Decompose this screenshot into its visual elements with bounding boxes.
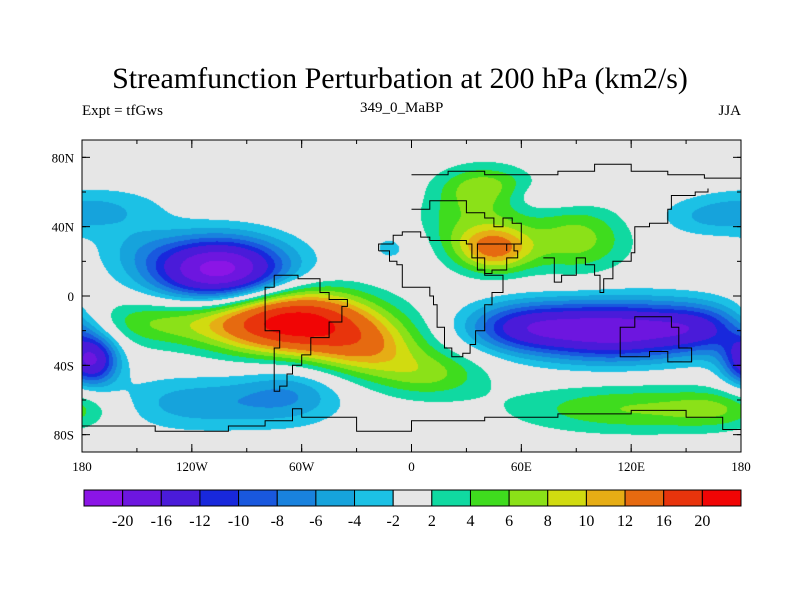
x-tick-label: 60W xyxy=(289,459,315,474)
experiment-label: Expt = tfGws xyxy=(82,103,163,119)
colorbar-box xyxy=(276,489,317,507)
colorbar-label: 12 xyxy=(617,513,633,530)
coastlines xyxy=(82,163,742,435)
colorbar-label: 4 xyxy=(466,513,474,530)
colorbar-label: -12 xyxy=(189,513,210,530)
colorbar-label: 16 xyxy=(656,513,672,530)
chart-title: Streamfunction Perturbation at 200 hPa (… xyxy=(112,62,688,95)
colorbar-box xyxy=(238,489,278,507)
colorbar-label: -10 xyxy=(228,513,249,530)
colorbar-label: 20 xyxy=(694,513,710,530)
colorbar-box xyxy=(585,489,626,507)
x-tick-label: 60E xyxy=(511,459,532,474)
coastline-5 xyxy=(543,188,709,293)
colorbar-box xyxy=(431,489,471,507)
colorbar-box xyxy=(199,489,240,507)
x-tick-label: 120W xyxy=(176,459,209,474)
y-tick-label: 0 xyxy=(68,289,75,304)
coastline-4 xyxy=(411,200,522,251)
coastline-7 xyxy=(82,408,742,435)
colorbar-box xyxy=(83,489,124,507)
colorbar-box xyxy=(547,489,587,507)
colorbar-label: -4 xyxy=(348,513,361,530)
coastline-1 xyxy=(264,274,348,392)
coastline-3 xyxy=(411,163,741,179)
colorbar-label: 8 xyxy=(544,513,552,530)
colorbar-box xyxy=(663,489,703,507)
season-label: JJA xyxy=(718,103,741,119)
colorbar-label: 10 xyxy=(578,513,594,530)
colorbar-box xyxy=(624,489,665,507)
case-label: 349_0_MaBP xyxy=(360,100,444,116)
y-tick-label: 40N xyxy=(52,220,75,235)
colorbar-box xyxy=(469,489,510,507)
colorbar-boxes xyxy=(83,489,742,507)
colorbar-box xyxy=(315,489,356,507)
colorbar-box xyxy=(122,489,162,507)
colorbar-label: -6 xyxy=(309,513,322,530)
colorbar-label: -8 xyxy=(271,513,284,530)
streamfunction-field xyxy=(82,140,741,452)
colorbar-box xyxy=(160,489,201,507)
x-tick-label: 120E xyxy=(617,459,645,474)
y-tick-label: 40S xyxy=(54,358,74,373)
y-tick-label: 80S xyxy=(54,428,74,443)
colorbar-box xyxy=(392,489,433,507)
colorbar-label: 6 xyxy=(505,513,513,530)
colorbar-label: -20 xyxy=(112,513,133,530)
colorbar-labels: -20 -16 -12 -10 -8 -6 -4 -2 2 4 6 8 10 12 16 20 xyxy=(112,513,710,530)
axis-tick-labels: 180 120W 60W 0 60E 120E 180 80N 40N 0 40S 80S xyxy=(52,150,751,474)
coastline-0 xyxy=(378,231,504,358)
colorbar-box xyxy=(508,489,549,507)
y-tick-label: 80N xyxy=(52,150,75,165)
x-tick-label: 180 xyxy=(731,459,751,474)
colorbar-box xyxy=(354,489,394,507)
colorbar-box xyxy=(701,489,742,507)
axis-ticks xyxy=(81,140,742,452)
colorbar-label: -16 xyxy=(151,513,172,530)
colorbar-label: -2 xyxy=(387,513,400,530)
colorbar-label: 2 xyxy=(428,513,436,530)
x-tick-label: 0 xyxy=(408,459,415,474)
x-tick-label: 180 xyxy=(72,459,92,474)
coastline-2 xyxy=(476,243,519,274)
coastline-6 xyxy=(619,316,693,363)
